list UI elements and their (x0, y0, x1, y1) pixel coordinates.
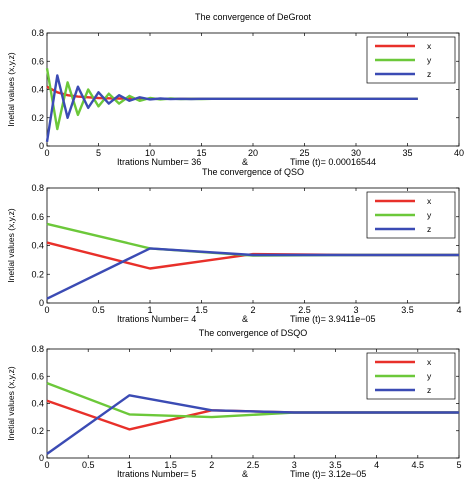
chart-panel-2: The convergence of QSO 0 0.5 1 1.5 2 2.5 3 3.5 4 0… (6, 167, 462, 324)
x-tick-label: 3.5 (329, 460, 342, 470)
time-label: Time (t)= 0.00016544 (290, 157, 376, 167)
x-tick-label: 2.5 (247, 460, 260, 470)
x-tick-label: 1 (147, 305, 152, 315)
legend-label-z: z (427, 385, 431, 395)
x-tick-label: 3 (353, 305, 358, 315)
x-tick-label: 1 (127, 460, 132, 470)
x-tick-label: 5 (456, 460, 461, 470)
iterations-label: Itrations Number= 36 (117, 157, 201, 167)
chart-title: The convergence of DSQO (199, 328, 308, 338)
y-tick-label: 0.6 (31, 371, 44, 381)
x-tick-label: 0.5 (82, 460, 95, 470)
legend: xyz (366, 36, 456, 84)
x-tick-label: 2.5 (298, 305, 311, 315)
y-tick-label: 0 (39, 141, 44, 151)
footer-separator: & (242, 469, 248, 479)
y-tick-label: 0.8 (31, 344, 44, 354)
legend-label-y: y (427, 371, 432, 381)
x-tick-label: 4.5 (412, 460, 425, 470)
legend-label-x: x (427, 196, 432, 206)
time-label: Time (t)= 3.12e−05 (290, 469, 366, 479)
y-axis-label: Inetial values (x,y,z) (6, 52, 16, 127)
x-tick-label: 3 (292, 460, 297, 470)
legend-label-x: x (427, 41, 432, 51)
y-tick-label: 0 (39, 298, 44, 308)
y-tick-label: 0.2 (31, 426, 44, 436)
x-tick-label: 2 (209, 460, 214, 470)
y-tick-label: 0.4 (31, 399, 44, 409)
x-tick-label: 0.5 (92, 305, 105, 315)
x-tick-label: 40 (454, 148, 464, 158)
y-tick-label: 0.8 (31, 28, 44, 38)
y-tick-label: 0 (39, 453, 44, 463)
y-tick-label: 0.2 (31, 113, 44, 123)
x-tick-label: 0 (44, 460, 49, 470)
footer-separator: & (242, 157, 248, 167)
iterations-label: Itrations Number= 5 (117, 469, 196, 479)
x-tick-label: 4 (374, 460, 379, 470)
legend-label-y: y (427, 210, 432, 220)
x-tick-label: 30 (351, 148, 361, 158)
legend-label-z: z (427, 69, 431, 79)
y-axis-label: Inetial values (x,y,z) (6, 208, 16, 283)
legend: xyz (366, 352, 456, 400)
y-tick-label: 0.6 (31, 212, 44, 222)
x-tick-label: 0 (44, 305, 49, 315)
chart-title: The convergence of QSO (202, 167, 304, 177)
chart-panel-1: The convergence of DeGroot 0 5 10 15 20 25 30 35… (6, 12, 464, 167)
x-tick-label: 2 (250, 305, 255, 315)
y-tick-label: 0.4 (31, 241, 44, 251)
iterations-label: Itrations Number= 4 (117, 314, 196, 324)
x-tick-label: 35 (402, 148, 412, 158)
x-tick-label: 3.5 (401, 305, 414, 315)
legend: xyz (366, 191, 456, 239)
x-tick-label: 1.5 (195, 305, 208, 315)
legend-label-y: y (427, 55, 432, 65)
legend-label-z: z (427, 224, 431, 234)
series-line-z (46, 247, 459, 300)
y-tick-label: 0.8 (31, 183, 44, 193)
y-tick-label: 0.2 (31, 269, 44, 279)
x-tick-label: 25 (299, 148, 309, 158)
time-label: Time (t)= 3.9411e−05 (290, 314, 376, 324)
y-axis-label: Inetial values (x,y,z) (6, 366, 16, 441)
legend-label-x: x (427, 357, 432, 367)
x-tick-label: 4 (456, 305, 461, 315)
x-tick-label: 1.5 (164, 460, 177, 470)
x-tick-label: 15 (196, 148, 206, 158)
y-tick-label: 0.4 (31, 85, 44, 95)
x-tick-label: 10 (145, 148, 155, 158)
footer-separator: & (242, 314, 248, 324)
series-line-z (46, 394, 459, 455)
x-tick-label: 0 (44, 148, 49, 158)
x-tick-label: 20 (248, 148, 258, 158)
y-tick-label: 0.6 (31, 56, 44, 66)
x-tick-label: 5 (96, 148, 101, 158)
chart-panel-3: The convergence of DSQO 0 0.5 1 1.5 2 2.5 3 3.5 4… (6, 328, 462, 479)
series-line-z (45, 74, 418, 142)
chart-title: The convergence of DeGroot (195, 12, 312, 22)
